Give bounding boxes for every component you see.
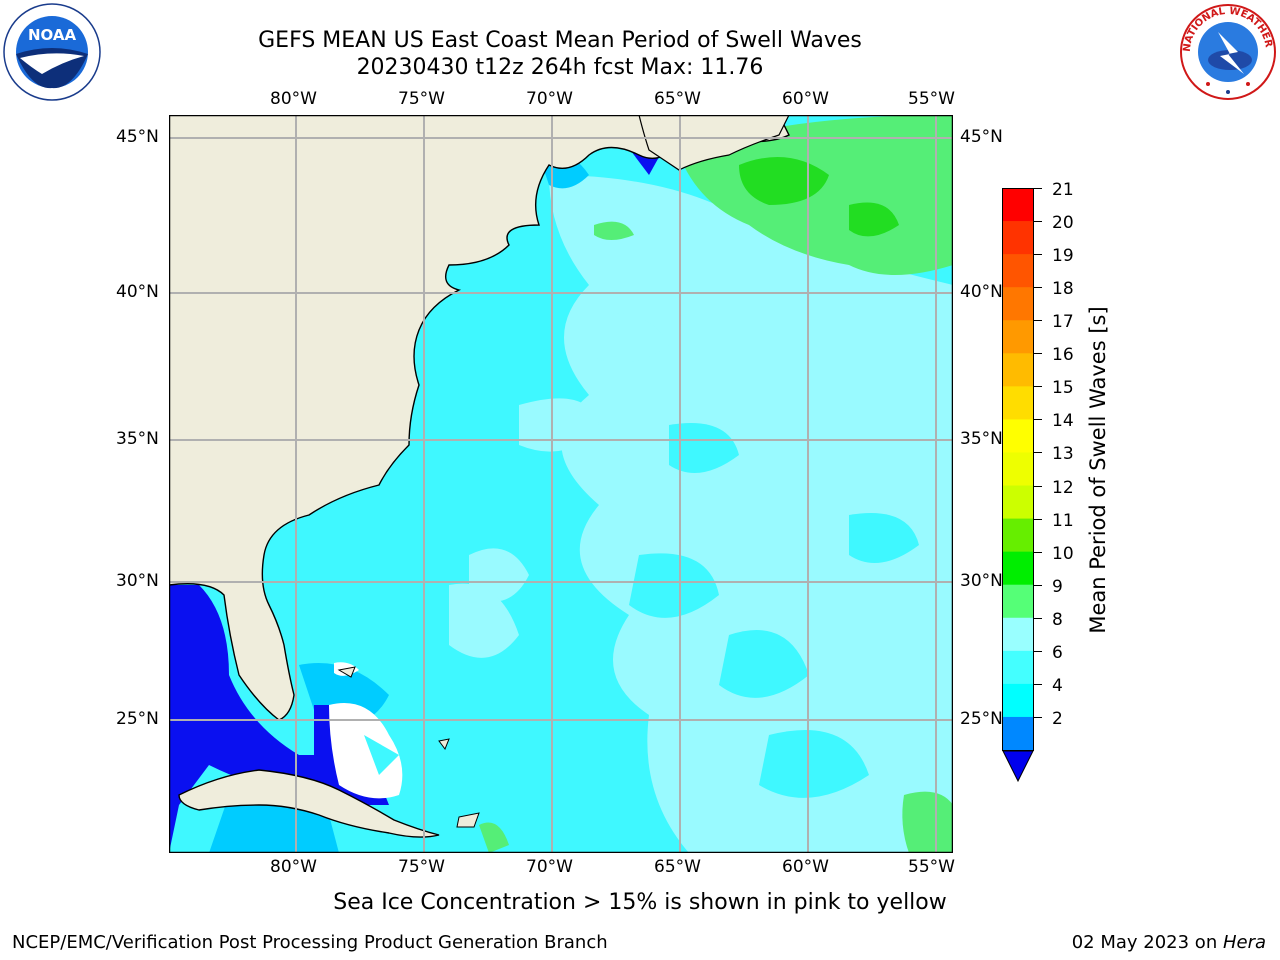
lat-tick-left-45n: 45°N [116, 127, 159, 147]
lon-tick-bottom-75w: 75°W [398, 857, 445, 877]
colorbar-tick-mark [1034, 518, 1042, 520]
colorbar-tick-mark [1034, 485, 1042, 487]
map-frame [168, 114, 954, 854]
lon-tick-top-55w: 55°W [908, 89, 955, 109]
colorbar-swatch [1002, 683, 1034, 718]
colorbar-tick-mark [1034, 452, 1042, 454]
lon-tick-bottom-80w: 80°W [270, 857, 317, 877]
colorbar-swatch [1002, 419, 1034, 453]
page-subtitle: 20230430 t12z 264h fcst Max: 11.76 [356, 55, 764, 80]
colorbar-tick-labels: 21 20 19 18 17 16 15 14 13 12 11 10 9 8 6 4 2 [1034, 180, 1100, 780]
noaa-logo-text: NOAA [28, 26, 77, 44]
landmass [168, 114, 790, 838]
lat-tick-right-30n: 30°N [960, 571, 1003, 591]
lat-tick-right-40n: 40°N [960, 282, 1003, 302]
map-border [168, 114, 954, 854]
colorbar-tick-mark [1034, 584, 1042, 586]
lon-tick-bottom-70w: 70°W [526, 857, 573, 877]
credit-text: NCEP/EMC/Verification Post Processing Pr… [12, 932, 608, 953]
colorbar-swatch [1002, 353, 1034, 387]
colorbar-tick-mark [1034, 221, 1042, 223]
lon-tick-top-60w: 60°W [782, 89, 829, 109]
colorbar-swatch [1002, 716, 1034, 751]
colorbar-tick-label: 20 [1052, 213, 1074, 234]
colorbar-tick-label: 17 [1052, 312, 1074, 333]
colorbar-tick-label: 8 [1052, 609, 1063, 630]
colorbar-tick-label: 10 [1052, 543, 1074, 564]
colorbar-tick-label: 16 [1052, 345, 1074, 366]
lat-tick-left-35n: 35°N [116, 429, 159, 449]
colorbar-title: Mean Period of Swell Waves [s] [1086, 306, 1110, 634]
colorbar-swatch [1002, 320, 1034, 354]
map-canvas [168, 114, 954, 854]
nws-logo: NATIONAL WEATHER SERVICE [1174, 0, 1278, 102]
colorbar [1002, 188, 1034, 783]
colorbar-swatch [1002, 617, 1034, 652]
lat-tick-right-45n: 45°N [960, 127, 1003, 147]
swell-9-10s-region [479, 115, 953, 853]
lon-tick-top-80w: 80°W [270, 89, 317, 109]
noaa-logo: NOAA [2, 2, 102, 102]
lon-tick-bottom-60w: 60°W [782, 857, 829, 877]
colorbar-tick-mark [1034, 386, 1042, 388]
colorbar-tick-mark [1034, 254, 1042, 256]
lat-tick-right-35n: 35°N [960, 429, 1003, 449]
colorbar-tick-mark [1034, 551, 1042, 553]
islands [337, 666, 480, 828]
lon-tick-top-75w: 75°W [398, 89, 445, 109]
colorbar-tick-label: 2 [1052, 708, 1063, 729]
colorbar-swatch [1002, 518, 1034, 553]
colorbar-tick-mark [1034, 287, 1042, 289]
swell-10-11s-region [739, 157, 899, 237]
colorbar-tick-label: 14 [1052, 411, 1074, 432]
colorbar-swatch [1002, 188, 1034, 222]
colorbar-tick-label: 18 [1052, 279, 1074, 300]
colorbar-tick-label: 11 [1052, 510, 1074, 531]
colorbar-swatch [1002, 551, 1034, 586]
sea-ice-note-text: Sea Ice Concentration > 15% is shown in … [333, 890, 947, 915]
swell-6-7s-patches [629, 423, 919, 798]
colorbar-tick-label: 6 [1052, 642, 1063, 663]
lat-tick-left-40n: 40°N [116, 282, 159, 302]
colorbar-tick-label: 21 [1052, 180, 1074, 200]
graticule [169, 115, 953, 853]
colorbar-swatch [1002, 221, 1034, 255]
lat-tick-left-25n: 25°N [116, 709, 159, 729]
sea-ice-note: Sea Ice Concentration > 15% is shown in … [0, 890, 1280, 915]
date-stamp: 02 May 2023 on Hera [1072, 932, 1266, 953]
colorbar-swatch [1002, 452, 1034, 487]
colorbar-tick-label: 12 [1052, 477, 1074, 498]
colorbar-tick-mark [1034, 320, 1042, 322]
colorbar-tick-mark [1034, 617, 1042, 619]
lon-tick-top-70w: 70°W [526, 89, 573, 109]
colorbar-swatch [1002, 386, 1034, 420]
date-text: 02 May 2023 on [1071, 932, 1223, 953]
lat-tick-left-30n: 30°N [116, 571, 159, 591]
colorbar-swatch [1002, 254, 1034, 288]
colorbar-tick-mark [1034, 650, 1042, 652]
colorbar-tick-label: 19 [1052, 246, 1074, 267]
page-title: GEFS MEAN US East Coast Mean Period of S… [258, 28, 862, 53]
colorbar-extend-arrow [1002, 750, 1034, 783]
colorbar-tick-mark [1034, 419, 1042, 421]
lon-tick-bottom-65w: 65°W [654, 857, 701, 877]
colorbar-tick-mark [1034, 353, 1042, 355]
swell-7-8s-regions [449, 175, 953, 853]
machine-name: Hera [1222, 932, 1266, 953]
lat-tick-right-25n: 25°N [960, 709, 1003, 729]
colorbar-swatch [1002, 650, 1034, 685]
lon-tick-bottom-55w: 55°W [908, 857, 955, 877]
colorbar-swatch [1002, 485, 1034, 520]
lon-tick-top-65w: 65°W [654, 89, 701, 109]
colorbar-tick-mark [1034, 716, 1042, 718]
colorbar-tick-mark [1034, 683, 1042, 685]
colorbar-swatch [1002, 287, 1034, 321]
colorbar-swatch [1002, 584, 1034, 619]
colorbar-tick-mark [1034, 188, 1042, 189]
colorbar-swatches [1002, 188, 1034, 783]
colorbar-tick-label: 4 [1052, 675, 1063, 696]
colorbar-tick-label: 9 [1052, 576, 1063, 597]
colorbar-tick-label: 13 [1052, 444, 1074, 465]
colorbar-tick-label: 15 [1052, 378, 1074, 399]
